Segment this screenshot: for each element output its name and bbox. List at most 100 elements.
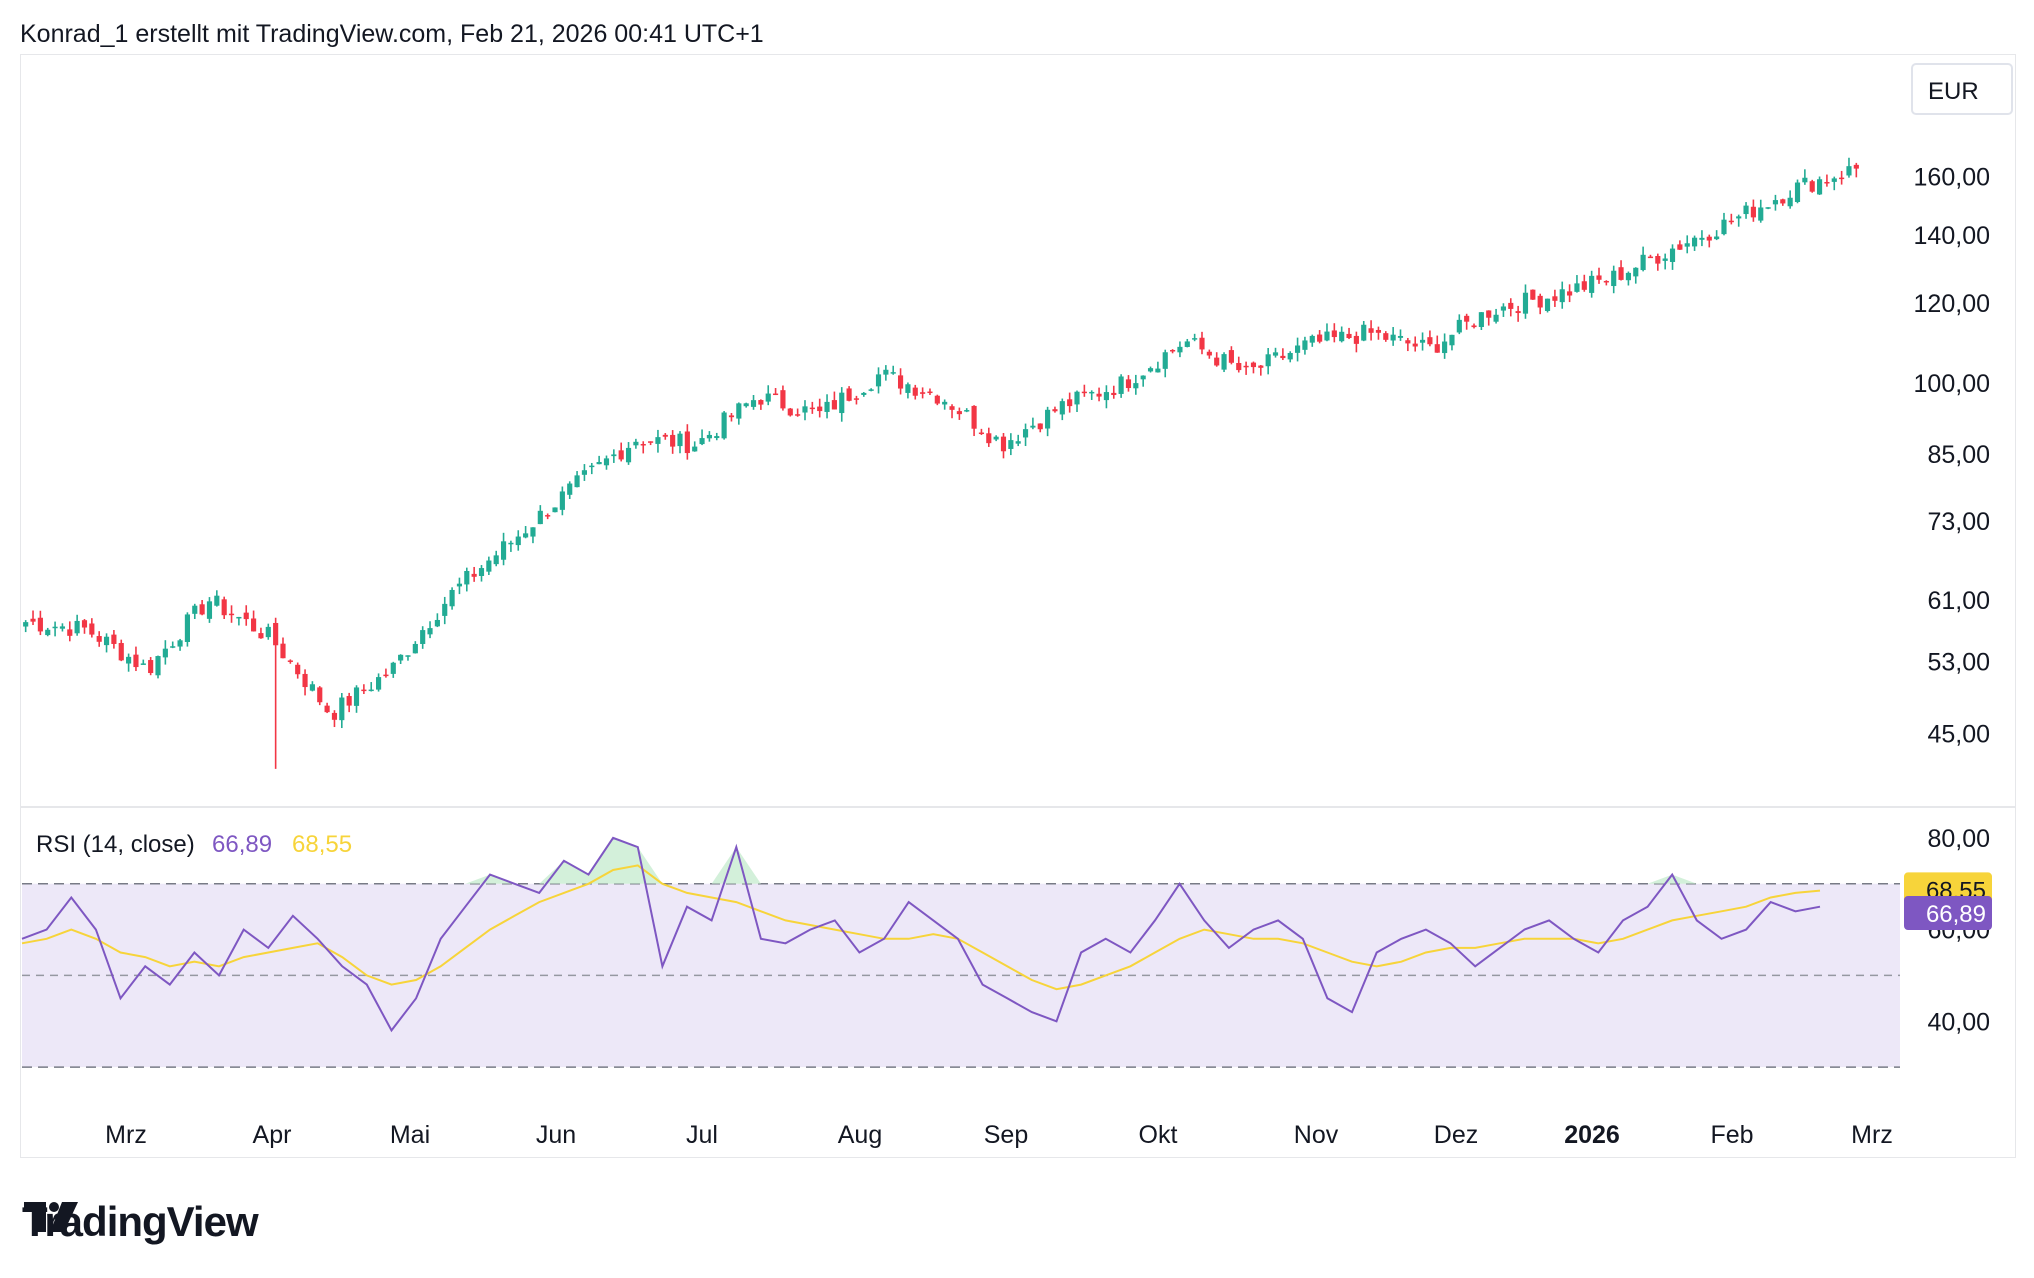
candle xyxy=(1846,157,1852,178)
candle-body xyxy=(1331,330,1337,338)
candle-body xyxy=(1309,335,1315,343)
candle xyxy=(346,692,352,713)
candle-body xyxy=(1089,391,1095,394)
candle xyxy=(809,401,815,414)
candle-body xyxy=(670,434,676,447)
candle-body xyxy=(508,542,514,545)
candle xyxy=(1037,423,1043,433)
candle-body xyxy=(846,388,852,401)
candle-body xyxy=(993,436,999,440)
candle-body xyxy=(648,441,654,443)
candle xyxy=(52,621,58,637)
candle-body xyxy=(339,697,345,721)
x-axis-tick: Jul xyxy=(686,1121,718,1149)
candle xyxy=(1567,284,1573,303)
candle-body xyxy=(743,403,749,407)
candle xyxy=(1515,305,1521,322)
candle-body xyxy=(148,660,154,674)
candle-body xyxy=(1736,216,1742,219)
price-axis-tick: 73,00 xyxy=(1927,508,1990,536)
candle xyxy=(670,430,676,454)
candle xyxy=(978,428,985,435)
candle-body xyxy=(464,570,470,585)
candle xyxy=(603,455,610,470)
candle-body xyxy=(74,620,80,634)
candle-body xyxy=(471,573,477,577)
candle xyxy=(331,710,338,728)
rsi-last-label-text: 66,89 xyxy=(1926,901,1986,928)
candle xyxy=(1199,331,1205,355)
x-axis-tick: Dez xyxy=(1434,1121,1478,1149)
candle xyxy=(1831,176,1837,191)
candle xyxy=(412,641,418,654)
rsi-legend[interactable]: RSI (14, close) 66,89 68,55 xyxy=(36,831,352,858)
candle xyxy=(368,682,374,692)
candle xyxy=(118,639,124,662)
candle-body xyxy=(1809,181,1815,192)
candle xyxy=(846,386,852,402)
candle xyxy=(1317,330,1323,344)
candle-body xyxy=(1383,333,1389,340)
candle xyxy=(795,408,801,417)
candle-body xyxy=(1750,206,1756,218)
candle xyxy=(721,411,727,440)
candle xyxy=(692,441,698,452)
candle xyxy=(1059,398,1065,421)
candle-body xyxy=(559,491,565,510)
candle xyxy=(1287,351,1293,363)
candle-body xyxy=(1096,393,1102,397)
candle-body xyxy=(1236,362,1242,371)
candle-body xyxy=(1221,354,1227,370)
candle xyxy=(1611,265,1617,294)
candle-body xyxy=(1581,281,1587,290)
candle xyxy=(1214,352,1220,367)
candle-body xyxy=(1780,199,1786,204)
x-axis-tick: Apr xyxy=(253,1121,292,1149)
candle xyxy=(390,661,396,678)
candle xyxy=(1324,323,1330,342)
candle xyxy=(383,668,389,678)
rsi-last-label: 66,89 xyxy=(1904,896,1992,931)
candle xyxy=(30,610,36,626)
candle-body xyxy=(59,626,66,629)
candle xyxy=(1302,336,1308,355)
candle-body xyxy=(1140,375,1146,380)
candle xyxy=(1706,234,1712,248)
candle xyxy=(648,441,654,446)
candle xyxy=(206,597,213,623)
candle-body xyxy=(1655,255,1661,264)
candle xyxy=(993,435,999,442)
candle-body xyxy=(677,433,683,447)
candle xyxy=(817,398,823,418)
candle xyxy=(243,605,249,626)
tradingview-logo[interactable]: TradingView xyxy=(22,1198,259,1246)
candle xyxy=(1184,338,1190,348)
price-axis-tick: 160,00 xyxy=(1914,164,1990,192)
candle xyxy=(375,673,382,692)
candle-body xyxy=(1059,401,1065,415)
price-axis-tick: 100,00 xyxy=(1914,370,1990,398)
candle xyxy=(1125,375,1132,392)
chart-frame[interactable] xyxy=(20,54,2016,1158)
candle xyxy=(192,603,198,620)
candle-body xyxy=(309,684,315,691)
candle xyxy=(103,633,110,653)
currency-badge[interactable]: EUR xyxy=(1911,63,2013,115)
candle-body xyxy=(824,401,830,412)
candle-body xyxy=(530,527,536,537)
candle xyxy=(853,395,860,405)
candle-body xyxy=(1265,354,1271,367)
candle-body xyxy=(912,387,918,396)
candle xyxy=(258,627,264,639)
candle-body xyxy=(434,619,440,627)
candle xyxy=(1559,281,1565,309)
candle xyxy=(236,616,242,626)
candle-body xyxy=(581,470,588,475)
candle-body xyxy=(251,618,257,632)
candle-body xyxy=(1118,376,1124,394)
candle xyxy=(170,641,176,649)
candle-body xyxy=(1552,296,1558,301)
candle-body xyxy=(1405,340,1411,344)
